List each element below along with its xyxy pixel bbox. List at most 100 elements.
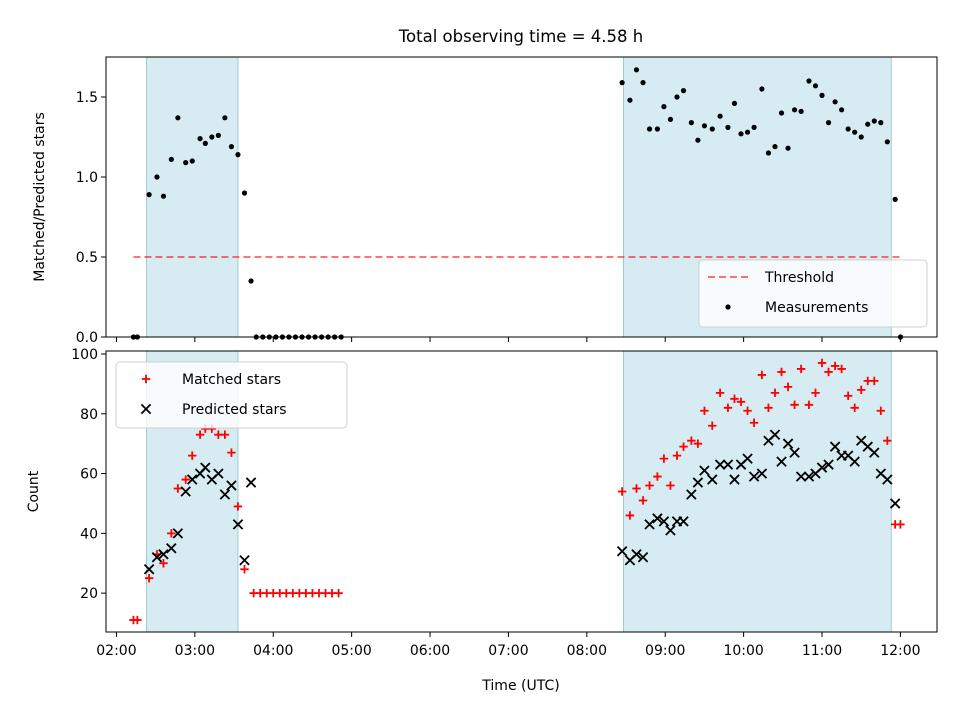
observing-interval <box>623 350 892 633</box>
predicted-star-point <box>219 489 231 500</box>
matched-star-point <box>687 436 696 445</box>
predicted-star-point <box>172 528 184 539</box>
matched-star-point <box>730 394 739 404</box>
chart-title: Total observing time = 4.58 h <box>398 27 643 46</box>
measurement-point <box>160 193 167 199</box>
matched-star-point <box>181 475 190 484</box>
predicted-star-point <box>707 474 718 485</box>
measurement-point <box>731 100 738 106</box>
measurement-point <box>878 120 884 126</box>
predicted-star-point <box>631 549 642 560</box>
measurement-point <box>627 97 633 103</box>
measurement-point <box>825 120 832 126</box>
matched-star-point <box>796 364 806 374</box>
predicted-star-point <box>699 465 710 476</box>
matched-star-point <box>195 430 205 439</box>
legend-matched-swatch <box>141 374 151 384</box>
legend-box <box>115 361 348 429</box>
matched-star-point <box>749 418 759 427</box>
matched-star-point <box>188 451 197 460</box>
measurement-point <box>183 160 189 166</box>
measurement-point <box>759 86 765 92</box>
measurement-point <box>812 83 819 89</box>
measurement-point <box>235 152 241 158</box>
legend-measurements-swatch <box>725 304 731 310</box>
matched-star-point <box>700 406 709 415</box>
predicted-star-point <box>849 456 860 467</box>
measurement-point <box>209 134 215 140</box>
x-tick-label: 04:00 <box>253 643 293 659</box>
matched-star-point <box>227 448 236 457</box>
predicted-star-point <box>742 453 753 464</box>
measurement-point <box>858 134 864 140</box>
matched-star-point <box>625 511 635 520</box>
measurement-point <box>168 156 174 162</box>
measurement-point <box>806 78 812 84</box>
predicted-star-point <box>889 498 901 509</box>
predicted-star-point <box>789 447 800 458</box>
measurement-point <box>674 94 680 100</box>
matched-star-point <box>870 376 879 386</box>
matched-star-point <box>757 370 767 380</box>
y-tick-label: 60 <box>80 467 98 483</box>
matched-star-point <box>777 367 786 377</box>
predicted-star-point <box>816 462 828 473</box>
measurement-point <box>633 67 640 73</box>
measurement-point <box>725 124 731 130</box>
measurement-point <box>765 150 772 156</box>
x-tick-label: 10:00 <box>723 643 763 659</box>
matched-star-point <box>857 385 866 395</box>
y-tick-label: 20 <box>80 586 98 602</box>
predicted-star-point <box>823 459 834 470</box>
measurement-point <box>709 126 715 132</box>
matched-star-point <box>240 565 249 574</box>
legend: Threshold Measurements <box>698 259 928 328</box>
legend-box <box>698 259 928 328</box>
predicted-star-point <box>200 462 211 473</box>
measurement-point <box>839 107 845 113</box>
measurement-point <box>654 126 660 132</box>
measurement-point <box>852 129 858 135</box>
predicted-star-point <box>180 486 191 497</box>
matched-star-point <box>817 358 827 368</box>
measurement-point <box>791 107 798 113</box>
matched-star-point <box>837 364 846 374</box>
legend-predicted-swatch <box>140 403 152 415</box>
predicted-star-point <box>869 447 880 458</box>
y-tick-label: 100 <box>71 347 98 363</box>
predicted-star-point <box>714 459 726 470</box>
legend-measurements-label: Measurements <box>765 300 868 316</box>
predicted-star-point <box>637 552 649 563</box>
count-panel: 20 40 60 80 100 02:00 03:00 04:00 05:00 06:00 07:0… <box>26 347 938 659</box>
y-tick-label: 80 <box>80 407 98 423</box>
predicted-star-point <box>245 477 257 488</box>
matched-star-point <box>764 403 773 412</box>
y-tick-label: 0.5 <box>76 250 98 266</box>
predicted-star-point <box>213 468 224 479</box>
measurement-point <box>798 108 804 114</box>
predicted-star-point <box>803 471 815 482</box>
x-axis-label: Time (UTC) <box>481 678 559 694</box>
matched-star-point <box>783 382 793 392</box>
measurement-point <box>222 115 228 121</box>
axes-frame <box>105 56 938 338</box>
matched-star-point <box>144 573 154 583</box>
measurement-point <box>175 115 181 121</box>
matched-star-point <box>804 400 814 410</box>
matched-star-point <box>770 388 780 398</box>
legend-threshold-label: Threshold <box>764 270 834 286</box>
measurement-point <box>667 116 674 122</box>
matched-star-point <box>790 400 799 410</box>
matched-star-point <box>876 406 886 415</box>
measurement-point <box>717 113 723 119</box>
y-tick-label: 0.0 <box>76 330 98 346</box>
matched-star-point <box>723 403 733 412</box>
x-tick-label: 07:00 <box>488 643 528 659</box>
measurement-point <box>695 137 701 143</box>
measurement-point <box>738 131 744 137</box>
predicted-star-point <box>692 477 704 488</box>
measurement-point <box>215 132 221 138</box>
measurement-point <box>154 174 160 180</box>
measurement-point <box>646 126 653 132</box>
matched-star-point <box>693 439 703 448</box>
